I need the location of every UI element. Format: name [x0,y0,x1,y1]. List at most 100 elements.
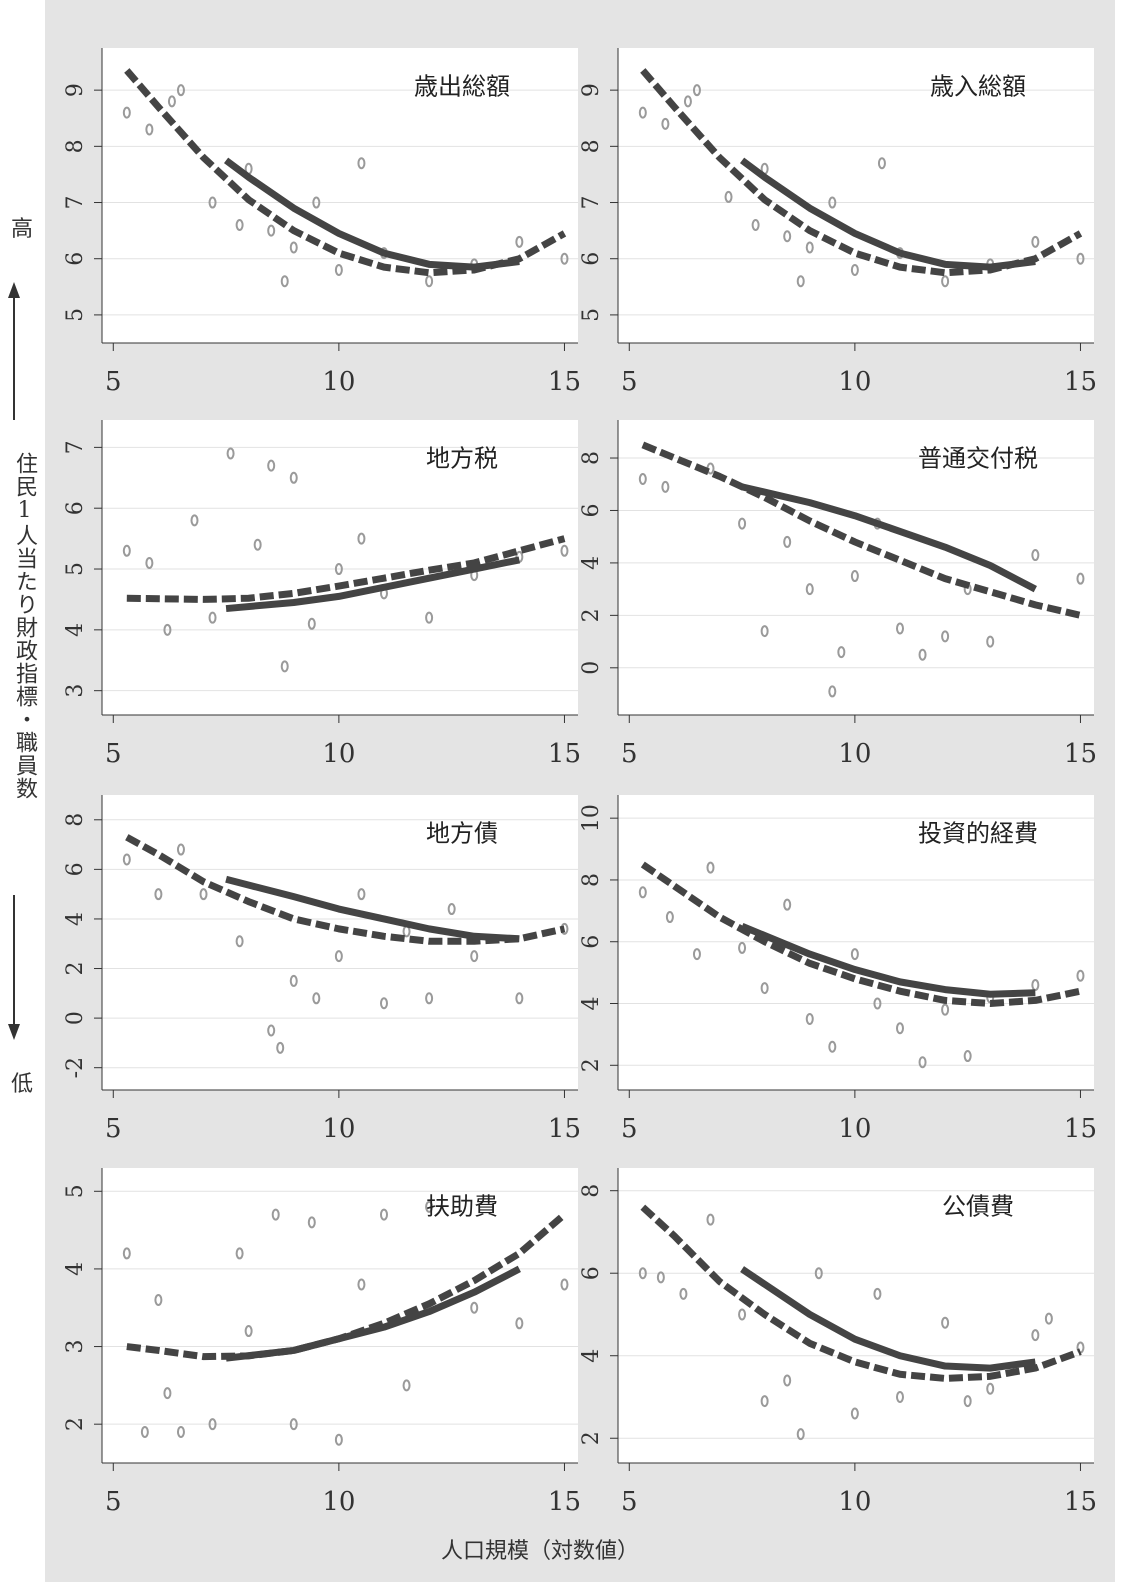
x-tick-label: 5 [105,1114,122,1144]
scatter-point [656,1271,665,1284]
x-tick-label: 15 [548,739,581,769]
panel: 5 6 7 8 9 5 10 15 歳入総額 [579,48,1097,397]
scatter-point [1076,252,1085,265]
scatter-point [122,106,131,119]
scatter-point [140,1425,149,1438]
panel: 3 4 5 6 7 5 10 15 地方税 [63,420,581,769]
scatter-point [805,1012,814,1025]
scatter-point [805,583,814,596]
scatter-point [267,1024,276,1037]
scatter-point [751,219,760,231]
y-tick-label: 7 [63,440,88,454]
x-tick-label: 5 [105,367,122,397]
y-tick-label: 8 [63,139,88,153]
plot-area [102,48,578,343]
scatter-point [941,630,950,643]
scatter-point [515,992,524,1005]
scatter-point [379,1208,388,1221]
scatter-point [638,473,647,485]
y-tick-label: 2 [579,1431,604,1445]
scatter-point [638,106,647,119]
scatter-point [661,117,670,130]
scatter-point [208,196,217,209]
scatter-point [425,992,434,1005]
scatter-point [307,1216,316,1229]
y-tick-label: 2 [579,608,604,622]
scatter-point [425,275,434,288]
panel: 0 2 4 6 8 5 10 15 普通交付税 [579,420,1097,769]
fit-line-solid [223,157,520,271]
scatter-point [850,1407,859,1420]
scatter-point [760,625,769,638]
scatter-point [783,898,792,911]
y-tick-label: 8 [579,873,604,887]
scatter-point [357,157,366,170]
y-tick-label: 4 [579,556,604,570]
arrow-up-head [8,282,20,298]
plot-area [618,48,1094,343]
scatter-point [986,635,995,648]
y-tick-label: 3 [63,684,88,698]
panel-title: 普通交付税 [918,445,1038,473]
panel-title: 地方税 [426,445,498,473]
scatter-point [244,1325,253,1338]
scatter-point [470,1301,479,1314]
x-tick-label: 10 [322,739,355,769]
ylabel-high: 高 [11,217,33,242]
scatter-point [638,886,647,899]
scatter-point [425,1200,434,1213]
y-tick-label: 9 [63,83,88,97]
scatter-point [679,1287,688,1300]
scatter-point [357,532,366,545]
y-tick-label: 4 [63,912,88,926]
x-axis-label: 人口規模（対数値） [441,1539,639,1564]
x-tick-label: 15 [548,1487,581,1517]
x-tick-label: 10 [838,739,871,769]
scatter-point [163,1387,172,1400]
y-tick-label: 3 [63,1340,88,1354]
scatter-point [289,241,298,254]
scatter-point [199,888,208,901]
scatter-point [176,84,185,97]
x-tick-label: 5 [105,1487,122,1517]
panel-title: 地方債 [426,820,498,848]
scatter-point [334,950,343,963]
x-tick-label: 10 [838,1487,871,1517]
scatter-point [235,219,244,231]
panel: 2 3 4 5 5 10 15 扶助費 [63,1168,581,1517]
fit-line-dashed [640,1204,1082,1382]
scatter-point [814,1267,823,1280]
scatter-point [783,535,792,548]
scatter-point [805,241,814,254]
fit-line-solid [225,875,520,943]
scatter-point [850,948,859,961]
plot-area [618,1168,1094,1463]
scatter-point [895,1022,904,1035]
scatter-point [190,514,199,527]
x-tick-label: 5 [105,739,122,769]
scatter-point [692,84,701,97]
scatter-point [828,1040,837,1053]
plot-area [618,795,1094,1090]
scatter-point [941,1003,950,1016]
x-tick-label: 10 [838,367,871,397]
scatter-point [163,623,172,636]
scatter-point [1031,235,1040,248]
y-tick-label: 6 [63,501,88,515]
scatter-point [918,648,927,661]
scatter-point [738,1308,747,1321]
scatter-point [837,646,846,659]
scatter-point [760,1395,769,1408]
scatter-point [357,1278,366,1291]
scatter-point [447,903,456,916]
scatter-point [963,1395,972,1408]
scatter-point [1031,978,1040,991]
scatter-point [289,471,298,484]
x-tick-label: 15 [1064,1114,1097,1144]
scatter-point [235,935,244,948]
ylabel-low: 低 [11,1072,33,1097]
y-tick-label: 6 [579,503,604,517]
x-tick-label: 5 [621,1114,638,1144]
scatter-point [760,982,769,995]
scatter-point [1076,969,1085,982]
